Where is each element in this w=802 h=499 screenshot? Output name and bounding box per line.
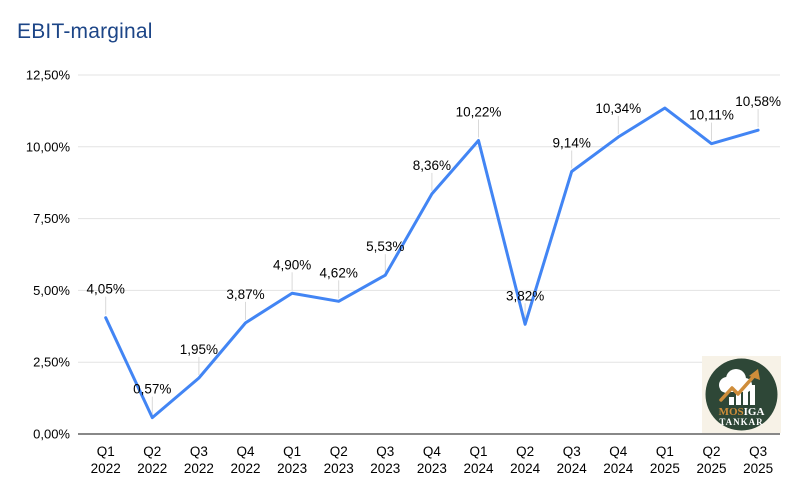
x-tick-label: Q3 2024 [557,444,588,476]
y-tick-label: 0,00% [33,427,70,442]
y-tick-label: 7,50% [33,211,70,226]
y-tick-label: 2,50% [33,355,70,370]
x-tick-label: Q4 2023 [417,444,447,476]
data-point-label: 5,53% [366,239,404,254]
x-tick-label: Q1 2024 [463,444,494,476]
logo-circle [705,358,778,431]
data-point-label: 4,05% [87,282,125,297]
x-tick-label: Q1 2022 [91,444,121,476]
data-point-label: 10,34% [595,101,641,116]
logo-word-tankar: TANKAR [719,417,763,427]
x-tick-label: Q2 2025 [696,444,726,476]
data-point-label: 10,58% [735,94,781,109]
y-tick-label: 12,50% [26,68,71,83]
data-point-label: 4,90% [273,257,311,272]
data-point-label: 10,11% [689,108,734,123]
data-point-label: 3,82% [506,288,544,303]
x-tick-label: Q3 2022 [184,444,214,476]
data-point-label: 10,22% [456,104,502,119]
data-point-label: 9,14% [553,135,591,150]
x-tick-label: Q4 2022 [230,444,260,476]
x-tick-label: Q1 2023 [277,444,307,476]
y-tick-label: 10,00% [26,139,71,154]
data-point-label: 8,36% [413,158,451,173]
chart-title: EBIT-marginal [17,20,153,43]
data-point-label: 1,95% [180,342,218,357]
data-point-label: 4,62% [320,265,358,280]
x-tick-label: Q3 2023 [370,444,400,476]
x-tick-label: Q1 2025 [650,444,680,476]
logo-word-mosiga: MOSIGA [719,406,765,418]
mosiga-tankar-logo: MOSIGA TANKAR [702,356,781,433]
x-tick-label: Q2 2024 [510,444,541,476]
x-tick-label: Q2 2022 [137,444,167,476]
x-tick-label: Q4 2024 [603,444,634,476]
x-tick-label: Q3 2025 [743,444,773,476]
series-line-ebit-marginal [104,106,760,420]
data-point-label: 0,57% [133,382,171,397]
bar-chart-icon [729,385,755,405]
data-point-label: 3,87% [226,287,264,302]
y-tick-label: 5,00% [33,283,70,298]
x-tick-label: Q2 2023 [324,444,354,476]
growth-arrow-icon [719,369,760,402]
